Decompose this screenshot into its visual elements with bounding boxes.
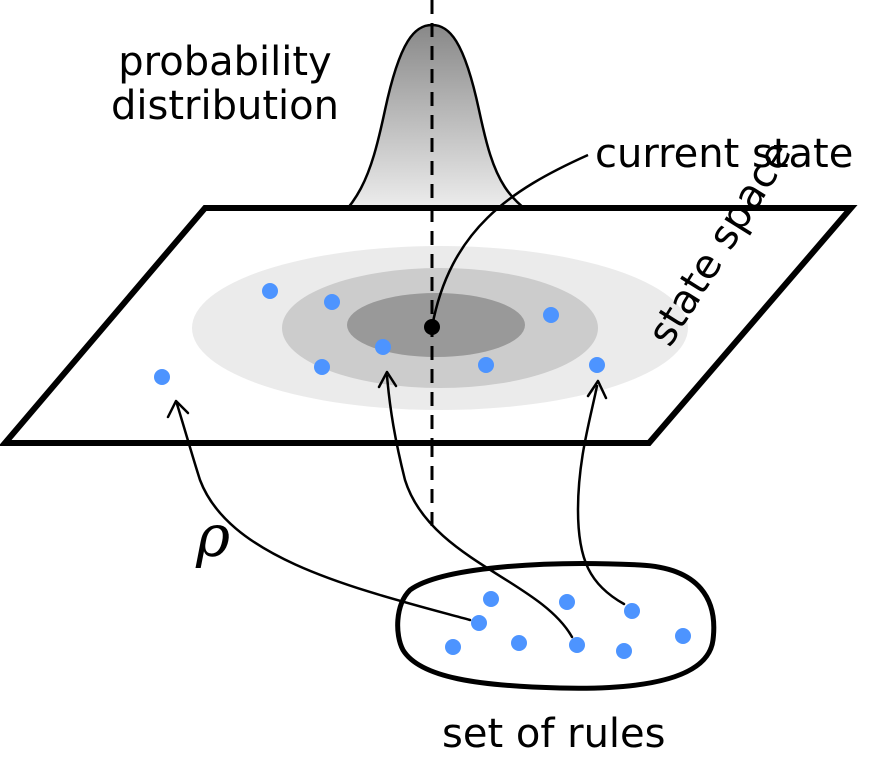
state-point: [154, 369, 170, 385]
state-point: [478, 357, 494, 373]
rule-points: [445, 591, 691, 659]
mapping-arrow-middle: [385, 374, 574, 639]
current-state-dot: [424, 319, 440, 335]
state-point: [314, 359, 330, 375]
probability-curve-fill: [312, 25, 566, 242]
rule-point: [511, 635, 527, 651]
probability-distribution-label: probability distribution: [100, 40, 350, 128]
rule-point: [471, 615, 487, 631]
rule-point: [445, 639, 461, 655]
state-point: [375, 339, 391, 355]
mapping-arrow-right-head: [586, 379, 608, 400]
state-point: [543, 307, 559, 323]
rule-point: [483, 591, 499, 607]
mapping-arrow-middle-head: [377, 370, 398, 389]
mapping-arrow-right: [576, 384, 626, 606]
current-state-pointer: [430, 153, 589, 328]
set-of-rules-blob: [395, 561, 717, 691]
state-point: [262, 283, 278, 299]
rule-point: [559, 594, 575, 610]
mapping-arrows: [166, 370, 626, 639]
rule-point: [569, 637, 585, 653]
state-point: [589, 357, 605, 373]
state-point: [324, 294, 340, 310]
rule-point: [616, 643, 632, 659]
probability-label-line2: distribution: [111, 83, 339, 129]
rho-label: ρ: [196, 502, 231, 570]
mapping-arrow-left: [175, 402, 472, 622]
rule-point: [624, 603, 640, 619]
rule-point: [675, 628, 691, 644]
set-of-rules-label: set of rules: [442, 711, 666, 757]
current-state-label: current state: [595, 131, 854, 177]
state-space-points: [154, 283, 605, 385]
mapping-arrow-left-head: [166, 399, 190, 419]
probability-label-line1: probability: [118, 39, 332, 85]
